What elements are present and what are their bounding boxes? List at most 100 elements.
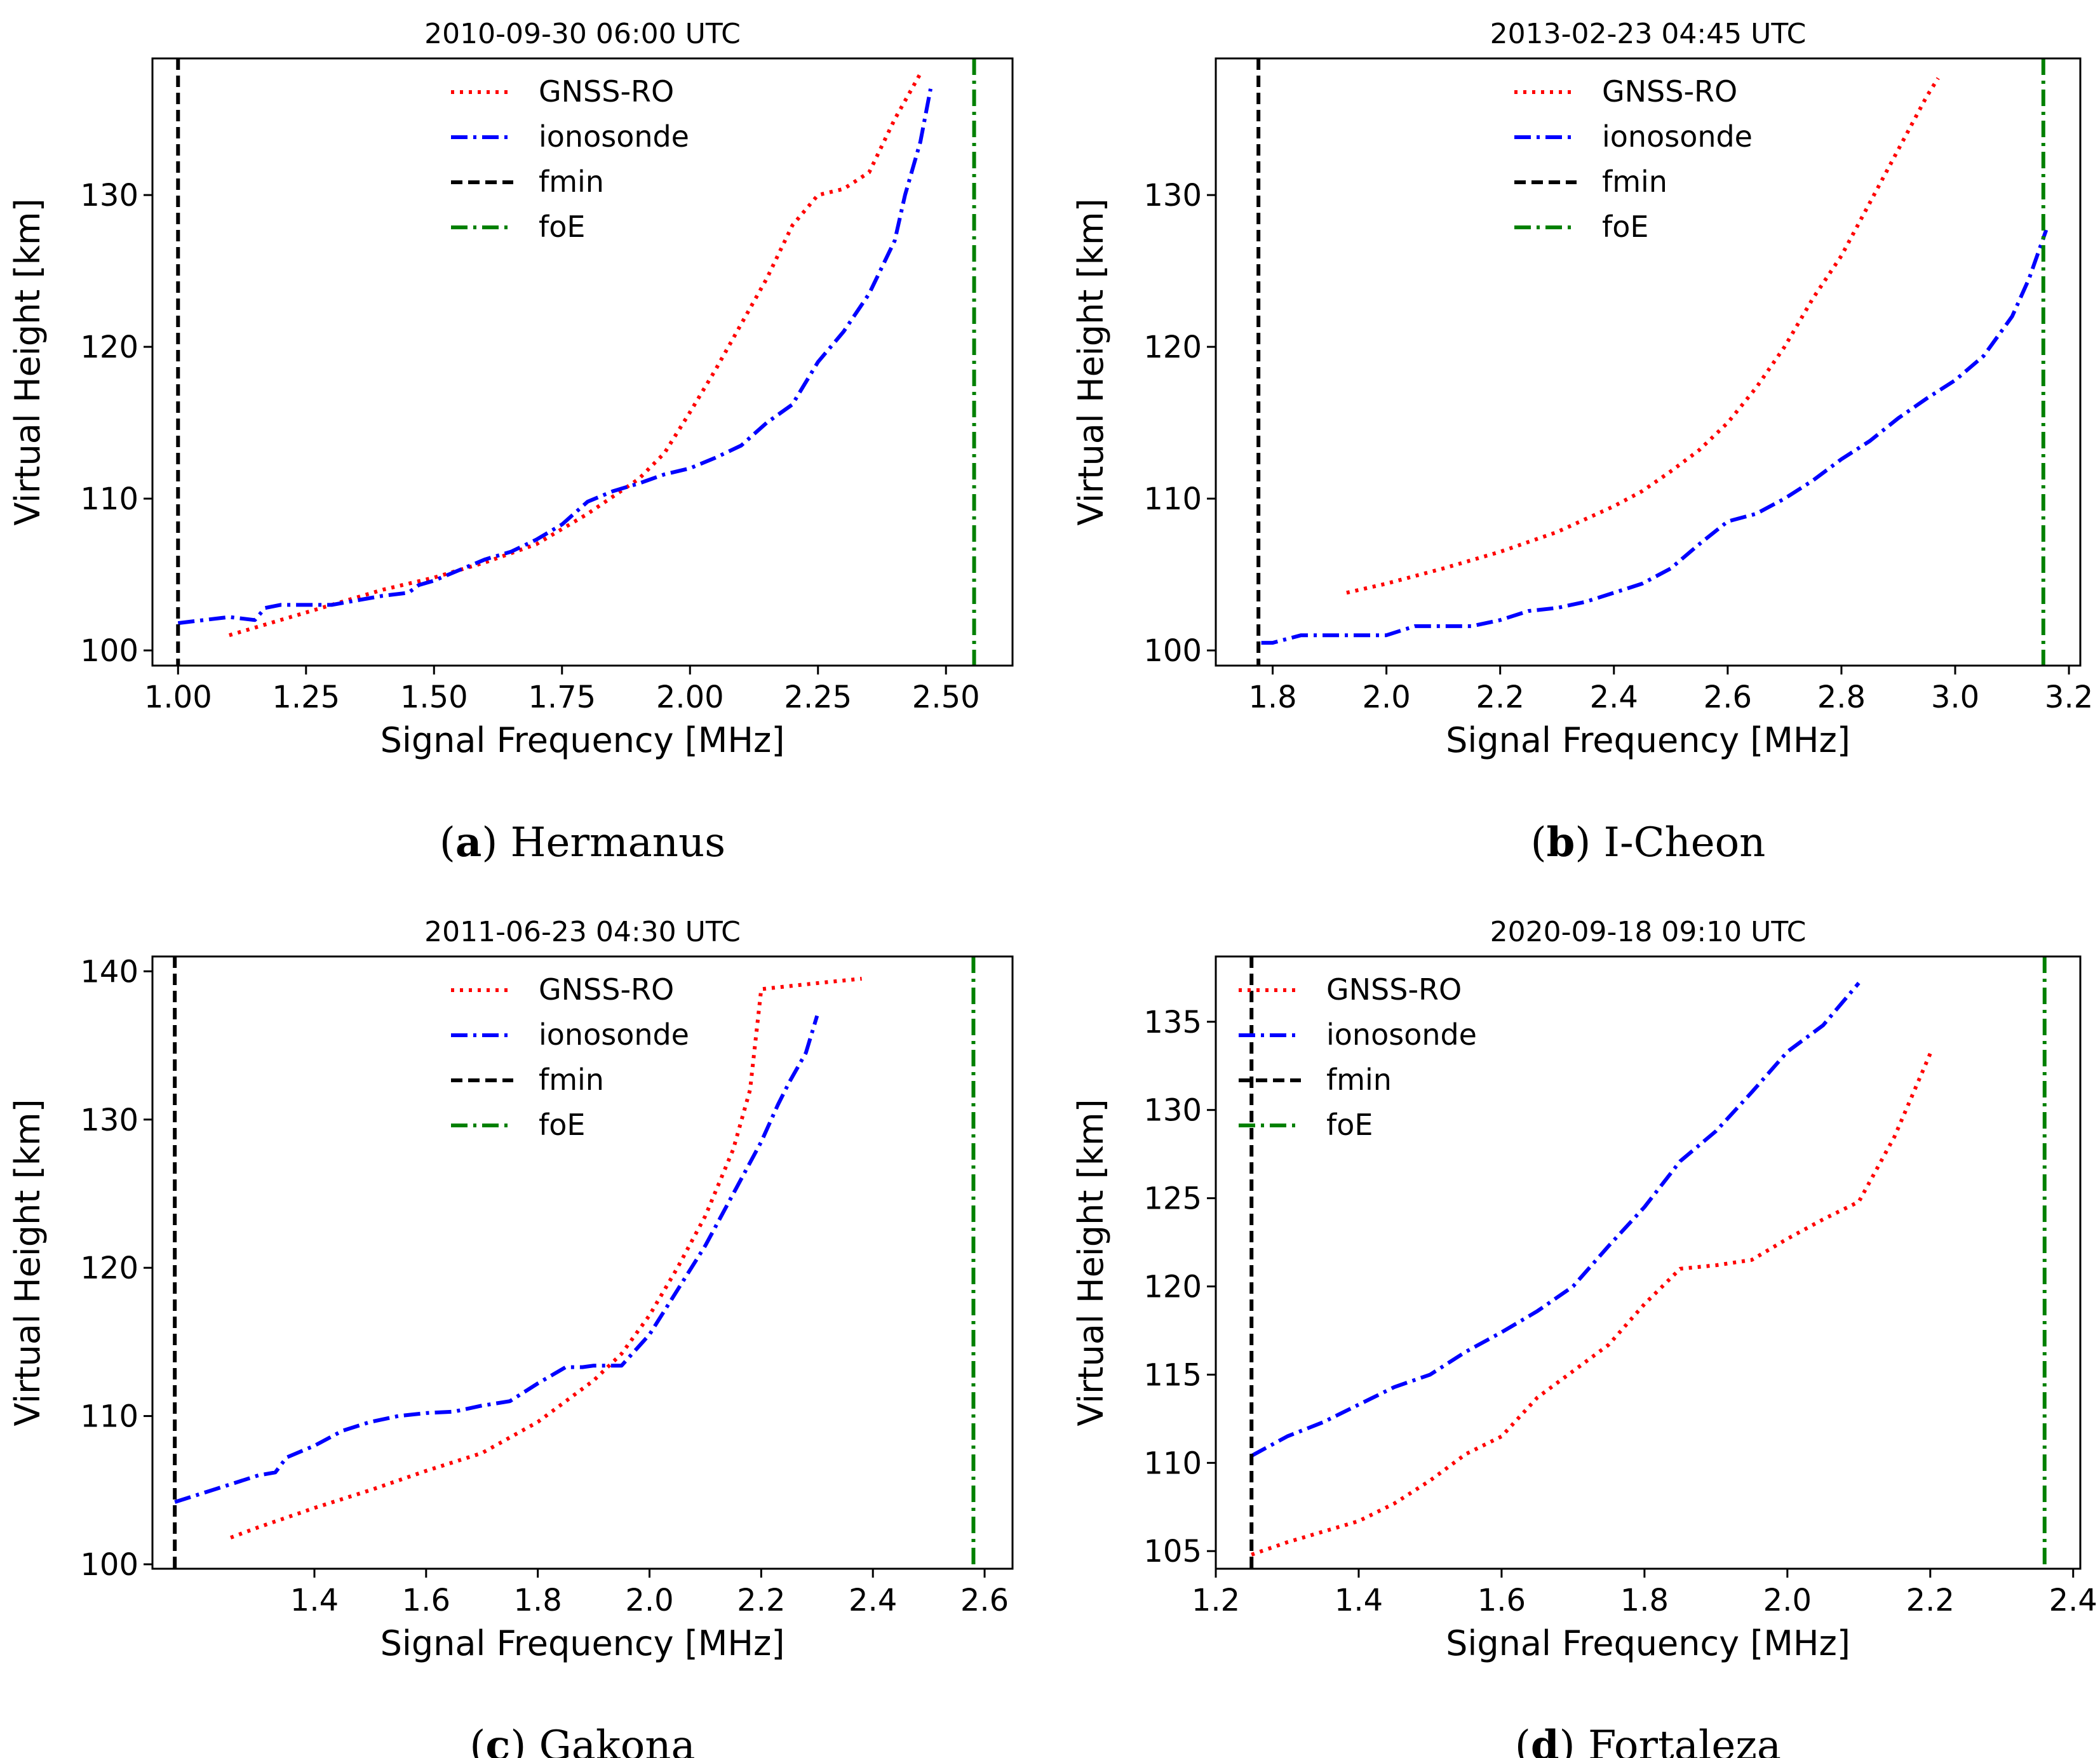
caption-paren-open: ( (1531, 819, 1547, 866)
panel-caption: (c) Gakona (469, 1722, 695, 1758)
x-tick-label: 2.00 (656, 680, 724, 715)
x-tick-label: 2.4 (1590, 680, 1638, 715)
legend-label: foE (539, 1108, 585, 1142)
x-tick-label: 3.0 (1931, 680, 1979, 715)
y-tick-label: 115 (1143, 1357, 1202, 1393)
x-tick-label: 1.00 (144, 680, 212, 715)
series-line-ionosonde (1250, 981, 1861, 1458)
x-tick-label: 1.6 (402, 1583, 450, 1618)
x-tick-label: 1.25 (272, 680, 340, 715)
legend-label: foE (539, 210, 585, 244)
y-tick-label: 100 (1143, 633, 1202, 669)
series-line-gnss-ro (1346, 77, 1940, 595)
plot-area (176, 58, 976, 666)
legend: GNSS-RO ionosonde fmin foE (1514, 74, 1753, 244)
caption-letter: d (1531, 1722, 1559, 1758)
legend-label: ionosonde (1602, 119, 1753, 154)
legend-label: fmin (1326, 1063, 1392, 1097)
x-tick-label: 1.6 (1477, 1583, 1526, 1618)
series-line-gnss-ro (230, 977, 862, 1540)
caption-text: I-Cheon (1604, 819, 1766, 866)
series-line-gnss-ro (1251, 1052, 1932, 1557)
x-tick-label: 2.6 (960, 1583, 1009, 1618)
chart-title: 2011-06-23 04:30 UTC (424, 916, 741, 948)
legend-label: fmin (539, 1063, 604, 1097)
y-tick-label: 120 (80, 330, 138, 365)
caption-text: Fortaleza (1588, 1722, 1781, 1758)
legend-label: fmin (539, 164, 604, 199)
legend-label: GNSS-RO (1602, 74, 1737, 109)
y-tick-label: 110 (80, 1399, 138, 1435)
x-axis-label: Signal Frequency [MHz] (380, 720, 785, 760)
chart-panel-b: 2013-02-23 04:45 UTC 1.8 2.0 2.2 2.4 2.6 2.8 3.… (1071, 18, 2093, 866)
series-line-gnss-ro (229, 72, 922, 638)
x-tick-label: 2.2 (737, 1583, 785, 1618)
y-tick-label: 110 (1143, 1446, 1202, 1481)
y-axis-label: Virtual Height [km] (8, 198, 48, 525)
legend-label: foE (1602, 210, 1648, 244)
x-tick-label: 2.2 (1476, 680, 1525, 715)
x-tick-label: 1.8 (513, 1583, 562, 1618)
plot-area (1249, 956, 2047, 1569)
x-tick-label: 2.8 (1817, 680, 1866, 715)
legend-label: ionosonde (539, 1017, 689, 1052)
chart-panel-c: 2011-06-23 04:30 UTC 1.4 1.6 1.8 2.0 2.2 2.4 2.… (8, 916, 1014, 1758)
caption-paren-open: ( (469, 1722, 485, 1758)
x-tick-label: 2.25 (784, 680, 852, 715)
caption-paren-close: ) (1559, 1722, 1588, 1758)
caption-letter: a (455, 819, 481, 866)
caption-paren-open: ( (1515, 1722, 1531, 1758)
y-tick-label: 100 (80, 1547, 138, 1583)
y-tick-label: 130 (1143, 1093, 1202, 1129)
legend-label: ionosonde (539, 119, 689, 154)
y-tick-label: 125 (1143, 1181, 1202, 1217)
y-axis-label: Virtual Height [km] (1071, 198, 1111, 525)
plot-frame (1215, 955, 2082, 1570)
panel-caption: (b) I-Cheon (1531, 819, 1766, 866)
caption-letter: b (1547, 819, 1575, 866)
x-tick-label: 2.4 (849, 1583, 897, 1618)
chart-panel-a: 2010-09-30 06:00 UTC 1.00 1.25 1.50 1.75 2.00… (8, 18, 1014, 866)
x-tick-label: 2.0 (1362, 680, 1410, 715)
legend-label: foE (1326, 1108, 1373, 1142)
x-tick-label: 2.4 (2049, 1583, 2097, 1618)
chart-title: 2010-09-30 06:00 UTC (424, 18, 741, 50)
x-tick-label: 2.0 (1763, 1583, 1812, 1618)
legend-label: GNSS-RO (539, 972, 674, 1007)
y-tick-label: 120 (1143, 1270, 1202, 1305)
plot-area (173, 956, 976, 1569)
legend: GNSS-RO ionosonde fmin foE (451, 74, 689, 244)
plot-frame (151, 57, 1014, 667)
x-tick-label: 2.50 (912, 680, 980, 715)
x-axis-label: Signal Frequency [MHz] (380, 1623, 785, 1663)
series-line-ionosonde (174, 1015, 819, 1504)
y-tick-label: 120 (80, 1251, 138, 1286)
chart-panel-d: 2020-09-18 09:10 UTC 1.2 1.4 1.6 1.8 2.0 2.2 2.… (1071, 916, 2097, 1758)
chart-title: 2013-02-23 04:45 UTC (1490, 18, 1807, 50)
y-tick-label: 110 (1143, 481, 1202, 517)
y-axis-label: Virtual Height [km] (1071, 1099, 1111, 1426)
series-line-ionosonde (177, 88, 932, 626)
y-tick-label: 140 (80, 954, 138, 990)
y-tick-label: 135 (1143, 1005, 1202, 1040)
y-tick-label: 120 (1143, 330, 1202, 365)
plot-frame (1215, 57, 2082, 667)
caption-letter: c (485, 1722, 510, 1758)
x-tick-label: 2.2 (1906, 1583, 1955, 1618)
caption-paren-close: ) (510, 1722, 539, 1758)
plot-frame (151, 955, 1014, 1570)
x-axis-label: Signal Frequency [MHz] (1446, 1623, 1850, 1663)
legend: GNSS-RO ionosonde fmin foE (451, 972, 689, 1142)
x-tick-label: 3.2 (2045, 680, 2093, 715)
x-tick-label: 1.4 (1335, 1583, 1383, 1618)
series-line-ionosonde (1261, 229, 2049, 645)
y-axis-label: Virtual Height [km] (8, 1099, 48, 1426)
x-tick-label: 2.6 (1704, 680, 1752, 715)
x-tick-label: 1.50 (400, 680, 468, 715)
panel-caption: (a) Hermanus (440, 819, 725, 866)
x-axis-label: Signal Frequency [MHz] (1446, 720, 1850, 760)
x-tick-label: 1.4 (290, 1583, 339, 1618)
y-tick-label: 110 (80, 481, 138, 517)
chart-title: 2020-09-18 09:10 UTC (1490, 916, 1807, 948)
